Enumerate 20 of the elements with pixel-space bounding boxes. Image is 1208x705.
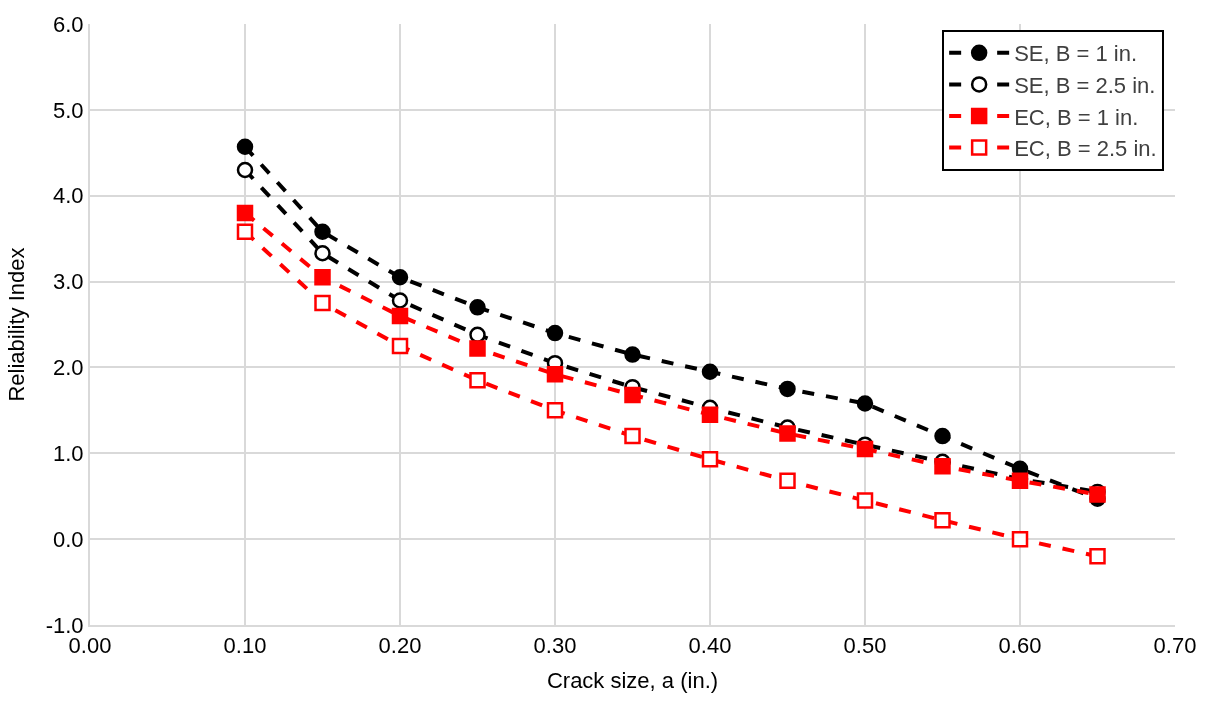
legend-label: SE, B = 1 in. <box>1014 41 1138 67</box>
y-tick-label: 6.0 <box>53 11 84 37</box>
x-tick-label: 0.20 <box>378 633 422 659</box>
legend-label: EC, B = 1 in. <box>1014 104 1139 130</box>
y-tick-label: 5.0 <box>53 97 84 123</box>
x-axis-title: Crack size, a (in.) <box>546 667 719 693</box>
x-tick-label: 0.60 <box>998 633 1042 659</box>
y-tick-label: 3.0 <box>53 269 84 295</box>
y-axis-title: Reliability Index <box>3 247 29 402</box>
y-tick-label: 2.0 <box>53 355 84 381</box>
y-tick-label: 1.0 <box>53 440 84 466</box>
y-tick-label: 0.0 <box>53 526 84 552</box>
y-tick-label: 4.0 <box>53 183 84 209</box>
x-tick-label: 0.10 <box>223 633 267 659</box>
x-tick-label: 0.70 <box>1153 633 1197 659</box>
legend-label: EC, B = 2.5 in. <box>1014 136 1157 162</box>
x-tick-label: 0.50 <box>843 633 887 659</box>
x-tick-label: 0.30 <box>533 633 577 659</box>
legend-label: SE, B = 2.5 in. <box>1014 72 1156 98</box>
x-tick-label: 0.40 <box>688 633 732 659</box>
